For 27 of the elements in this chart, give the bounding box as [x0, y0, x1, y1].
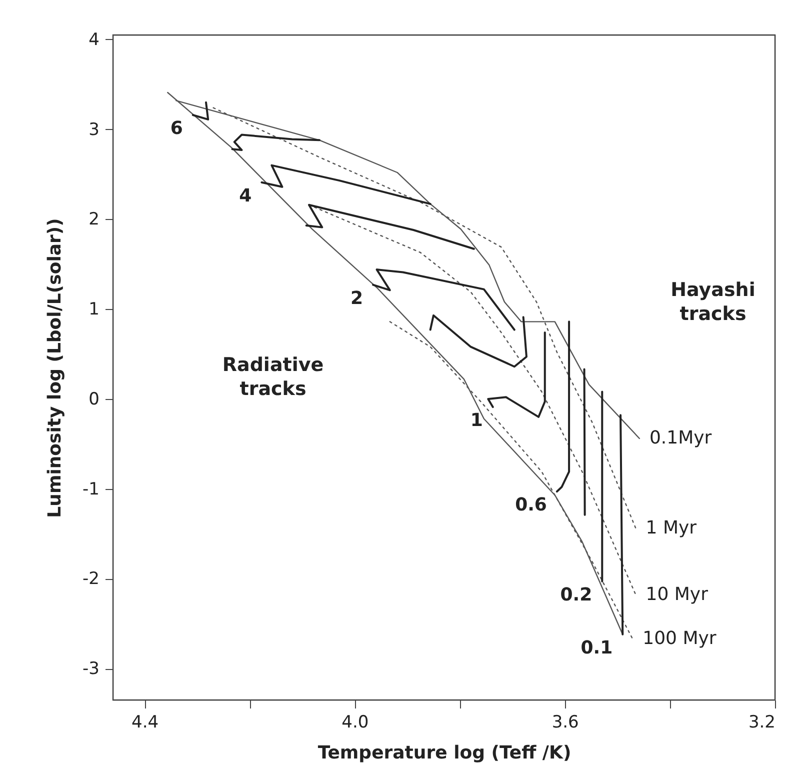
annotation: Radiative tracks: [222, 354, 324, 400]
x-axis-title: Temperature log (Teff /K): [318, 742, 572, 764]
series-label: 100 Myr: [642, 628, 717, 649]
x-tick-label: 3.2: [748, 712, 776, 732]
series-label: 6: [170, 118, 183, 139]
text: 4.0: [342, 712, 369, 732]
y-tick-label: 1: [88, 300, 100, 320]
series-label: 0.1: [580, 637, 613, 658]
x-tick-label: 3.6: [552, 712, 579, 732]
series-label: 1: [470, 410, 483, 432]
y-tick-label: -2: [82, 569, 100, 590]
series-label: 0.6: [515, 494, 547, 516]
series-label: 2: [350, 288, 364, 309]
annotation: Hayashi tracks: [670, 279, 756, 325]
y-tick-label: 0: [88, 389, 100, 410]
series-label: 10 Myr: [646, 584, 709, 605]
y-tick-label: 4: [88, 30, 100, 50]
y-axis-title: Luminosity log (Lbol/L(solar)): [44, 218, 66, 518]
y-tick-label: 2: [88, 210, 100, 230]
series-label: 0.2: [560, 584, 592, 606]
y-tick-label: 3: [88, 120, 100, 140]
series-label: 0.1Myr: [649, 427, 712, 448]
y-tick-label: -3: [82, 659, 100, 680]
series-label: 1 Myr: [646, 517, 698, 538]
x-tick-label: 4.4: [132, 712, 159, 732]
y-tick-label: -1: [82, 479, 100, 500]
series-label: 4: [239, 185, 252, 206]
